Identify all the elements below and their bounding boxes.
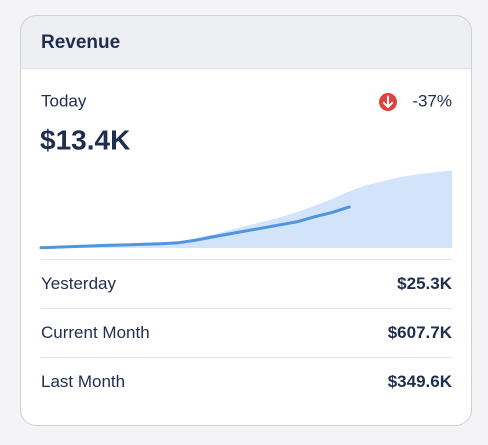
- row-label: Current Month: [41, 323, 150, 342]
- sparkline: [39, 170, 452, 250]
- card-title: Revenue: [41, 32, 120, 53]
- card-header: [20, 15, 472, 68]
- row-value: $607.7K: [388, 323, 453, 342]
- row-value: $349.6K: [388, 372, 453, 391]
- down-icon: [379, 93, 397, 111]
- today-change: -37%: [412, 91, 452, 110]
- row-value: $25.3K: [397, 274, 453, 293]
- line: [39, 205, 351, 250]
- area: [41, 170, 452, 248]
- row-label: Last Month: [41, 372, 125, 391]
- card-border: [20, 15, 472, 426]
- today-label: Today: [41, 91, 87, 110]
- card: [20, 15, 472, 426]
- today-value: $13.4K: [40, 124, 130, 155]
- row-label: Yesterday: [41, 274, 116, 293]
- summary-rows: Yesterday $25.3K Current Month $607.7K Last …: [41, 259, 453, 391]
